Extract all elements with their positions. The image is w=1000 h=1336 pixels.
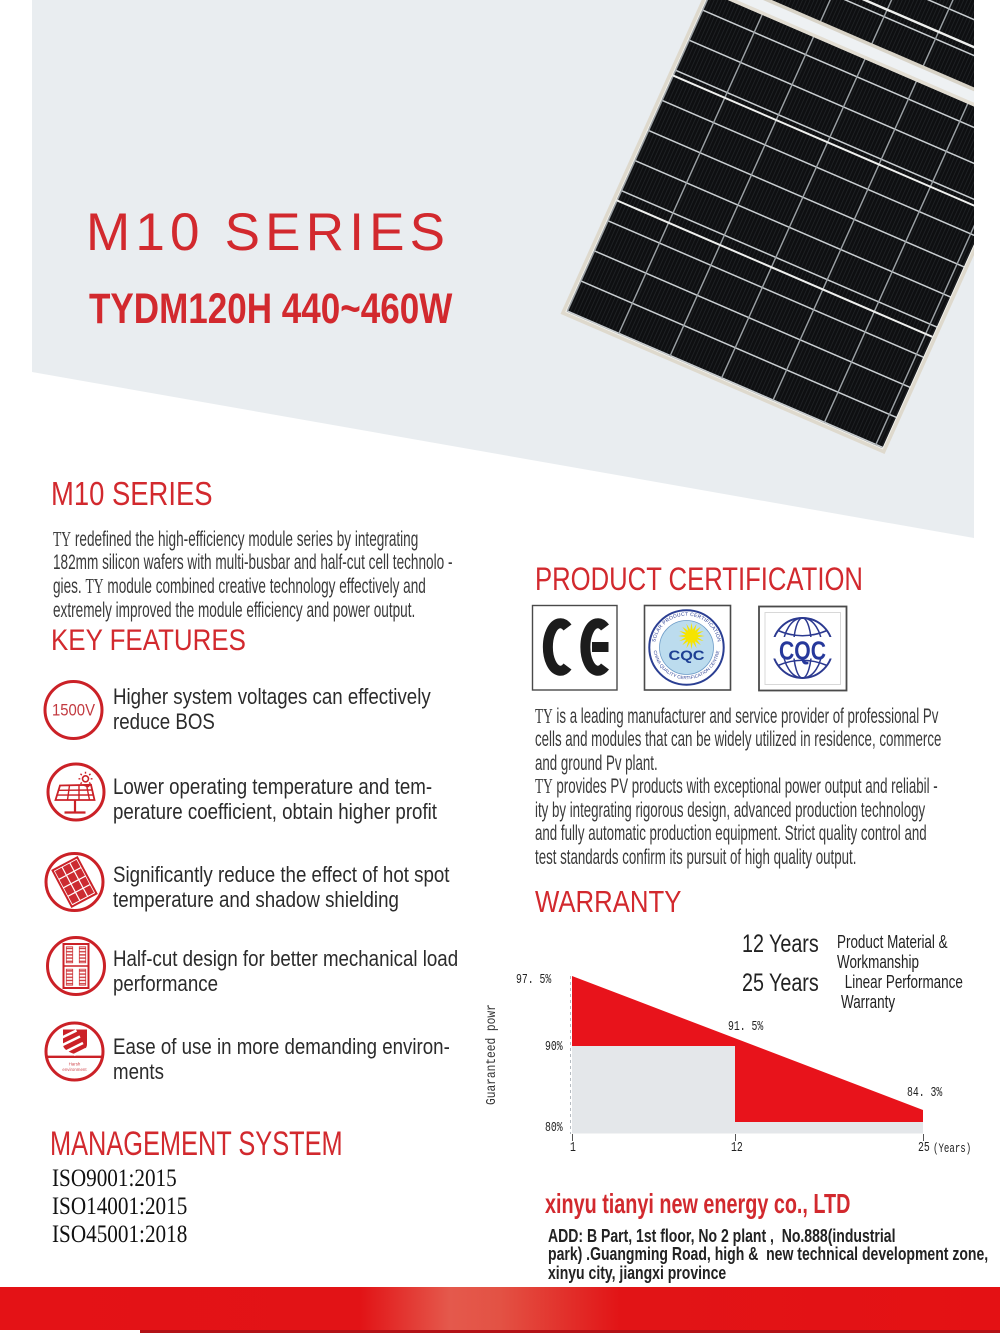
- svg-text:environment: environment: [62, 1067, 87, 1072]
- svg-text:CQC: CQC: [779, 636, 826, 666]
- svg-text:CQC: CQC: [669, 648, 705, 663]
- svg-text:1500V: 1500V: [52, 701, 96, 720]
- svg-text:Harsh: Harsh: [69, 1062, 81, 1067]
